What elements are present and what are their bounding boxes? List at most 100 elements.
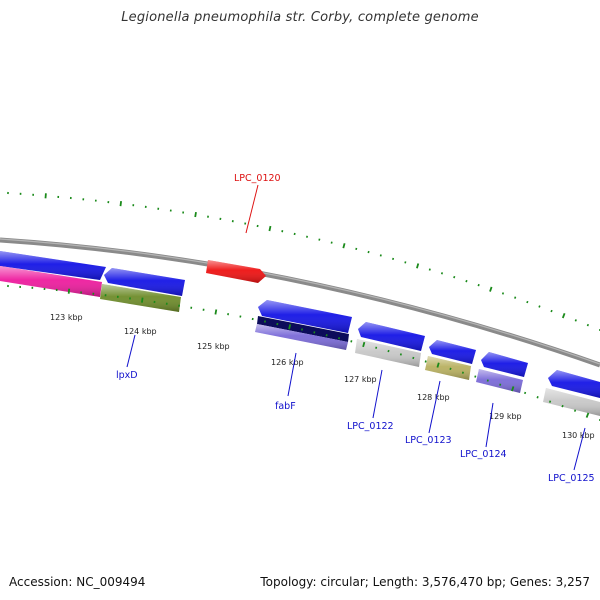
kbp-label: 124 kbp [124, 327, 157, 336]
genome-backbone [0, 237, 600, 368]
minor-tick [350, 340, 353, 343]
minor-tick [399, 353, 402, 356]
kbp-label: 130 kbp [562, 431, 595, 440]
major-tick [141, 297, 144, 303]
minor-tick [548, 400, 552, 403]
minor-tick [524, 391, 527, 395]
major-tick [511, 386, 515, 392]
minor-tick [574, 319, 577, 322]
minor-tick [330, 241, 333, 244]
outer-tick-ring [7, 191, 600, 331]
minor-tick [355, 247, 358, 251]
gene-shade [206, 260, 266, 283]
major-tick [362, 341, 366, 348]
major-tick [194, 211, 197, 218]
minor-tick [387, 349, 390, 353]
inner-tick-ring [7, 284, 600, 421]
gene-shade [104, 268, 185, 296]
gene-shade [355, 339, 421, 367]
major-tick [288, 324, 292, 330]
gene-shade [476, 369, 523, 393]
minor-tick [375, 346, 378, 349]
minor-tick [474, 375, 477, 378]
forward-strand [206, 260, 266, 283]
gene-shade [543, 388, 600, 416]
leader-line-lpc0123 [428, 380, 441, 434]
gene-leader-lines [126, 184, 586, 471]
minor-tick [550, 309, 553, 313]
minor-tick [538, 305, 541, 308]
gene-shade [548, 370, 600, 398]
gene-shade [425, 356, 471, 380]
kbp-label: 125 kbp [197, 342, 230, 351]
gene-label-lpc0125[interactable]: LPC_0125 [548, 473, 595, 484]
minor-tick [318, 238, 321, 241]
minor-tick [424, 360, 427, 363]
gene-labels: LPC_0120 lpxD fabF LPC_0122 LPC_0123 LPC… [116, 173, 595, 484]
genome-backbone-highlight [0, 238, 600, 365]
gene-shade [358, 322, 425, 351]
minor-tick [276, 322, 279, 326]
gene-label-fabf[interactable]: fabF [275, 401, 296, 412]
minor-tick [449, 367, 452, 371]
gene-shade [0, 251, 106, 280]
gene-label-lpc0123[interactable]: LPC_0123 [405, 435, 452, 446]
minor-tick [586, 323, 590, 327]
major-tick [561, 312, 566, 319]
leader-line-lpc0125 [573, 427, 586, 471]
major-tick [585, 412, 590, 418]
minor-tick [514, 296, 517, 299]
leader-line-lpc0122 [372, 369, 383, 419]
leader-line-lpxd [126, 334, 136, 368]
minor-tick [293, 232, 296, 236]
gene-label-lpc0124[interactable]: LPC_0124 [460, 449, 507, 460]
major-tick [268, 225, 272, 232]
kbp-label: 128 kbp [417, 393, 450, 402]
minor-tick [465, 279, 468, 283]
minor-tick [325, 334, 328, 337]
reverse-strand-row-2 [0, 266, 600, 416]
minor-tick [404, 261, 407, 264]
major-tick [214, 309, 218, 315]
major-tick [416, 263, 420, 269]
minor-tick [392, 257, 395, 261]
minor-tick [440, 272, 444, 275]
gene-label-lpxd[interactable]: lpxD [116, 370, 138, 381]
kbp-label: 129 kbp [489, 412, 522, 421]
minor-tick [453, 275, 456, 279]
map-title: Legionella pneumophila str. Corby, compl… [121, 10, 479, 25]
gene-shade [258, 300, 352, 333]
major-tick [436, 362, 440, 368]
minor-tick [313, 331, 316, 334]
accession-text: Accession: NC_009494 [9, 575, 146, 589]
minor-tick [526, 300, 529, 304]
minor-tick [536, 396, 539, 399]
minor-tick [499, 383, 502, 386]
minor-tick [461, 371, 464, 374]
minor-tick [561, 404, 564, 408]
kbp-label: 127 kbp [344, 375, 377, 384]
gene-shade [0, 266, 102, 297]
leader-line-fabf [287, 352, 297, 397]
major-tick [342, 243, 346, 249]
leader-line-lpc0124 [485, 402, 494, 448]
minor-tick [573, 409, 577, 412]
minor-tick [367, 250, 370, 254]
gene-label-lpc0122[interactable]: LPC_0122 [347, 421, 394, 432]
major-tick [489, 286, 493, 292]
gene-shade [255, 324, 348, 350]
major-tick [67, 288, 71, 294]
kbp-label: 123 kbp [50, 313, 83, 322]
leader-line-lpc0120 [245, 184, 259, 234]
minor-tick [379, 254, 382, 257]
gene-shade [100, 284, 181, 312]
gene-label-lpc0120[interactable]: LPC_0120 [234, 173, 281, 184]
minor-tick [412, 356, 415, 360]
gene-shade [481, 352, 528, 377]
kbp-label: 126 kbp [271, 358, 304, 367]
minor-tick [477, 283, 480, 287]
gene-shade [429, 340, 476, 364]
major-tick [119, 200, 122, 207]
minor-tick [501, 292, 505, 295]
